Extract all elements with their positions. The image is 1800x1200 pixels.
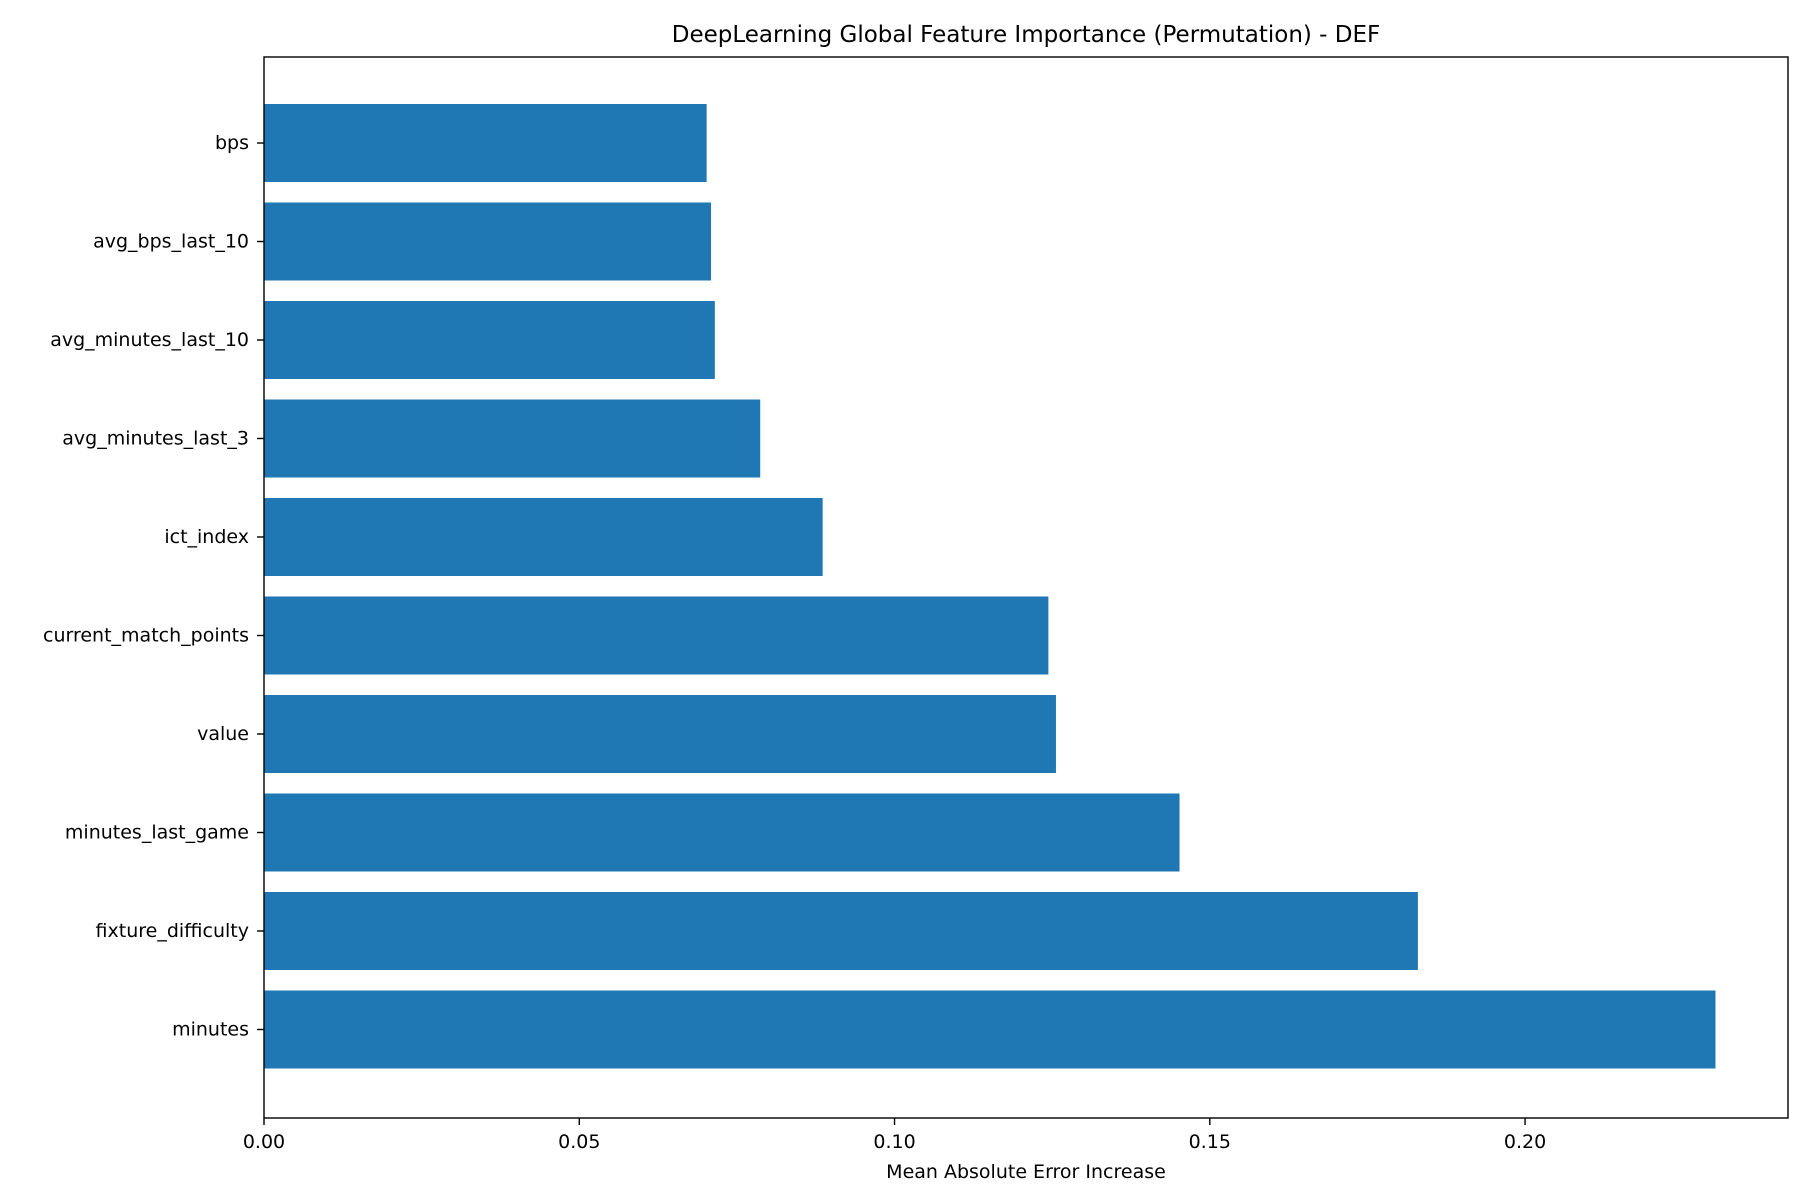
bars-group: [264, 104, 1716, 1069]
x-tick-label: 0.20: [1504, 1131, 1546, 1153]
y-tick-label: current_match_points: [43, 625, 249, 647]
x-axis-label: Mean Absolute Error Increase: [886, 1161, 1166, 1183]
chart-title: DeepLearning Global Feature Importance (…: [672, 22, 1381, 48]
bar-avg-bps-last-10: [264, 202, 712, 281]
bar-value: [264, 695, 1056, 773]
bar-avg-minutes-last-3: [264, 399, 761, 478]
y-tick-label: avg_bps_last_10: [93, 231, 249, 253]
y-tick-label: avg_minutes_last_3: [62, 428, 249, 450]
y-tick-label: bps: [215, 132, 249, 154]
x-axis-ticks: 0.00 0.05 0.10 0.15 0.20: [243, 1118, 1546, 1153]
plot-frame: [263, 56, 1789, 1119]
bar-current-match-points: [264, 596, 1049, 675]
x-tick-label: 0.00: [243, 1131, 285, 1153]
x-tick-label: 0.05: [558, 1131, 600, 1153]
bar-avg-minutes-last-10: [264, 301, 715, 379]
y-tick-label: minutes_last_game: [65, 822, 249, 844]
y-tick-label: value: [197, 723, 249, 745]
y-tick-label: ict_index: [164, 526, 249, 548]
bar-ict-index: [264, 498, 823, 576]
bar-minutes-last-game: [264, 793, 1180, 872]
bar-fixture-difficulty: [264, 892, 1418, 970]
x-tick-label: 0.15: [1189, 1131, 1231, 1153]
y-tick-label: fixture_difficulty: [96, 920, 249, 942]
bar-minutes: [264, 990, 1716, 1069]
bar-bps: [264, 104, 707, 182]
x-tick-label: 0.10: [873, 1131, 915, 1153]
y-tick-label: avg_minutes_last_10: [50, 329, 249, 351]
y-tick-label: minutes: [172, 1019, 249, 1041]
y-axis-ticks: bps avg_bps_last_10 avg_minutes_last_10avg…: [43, 132, 264, 1041]
